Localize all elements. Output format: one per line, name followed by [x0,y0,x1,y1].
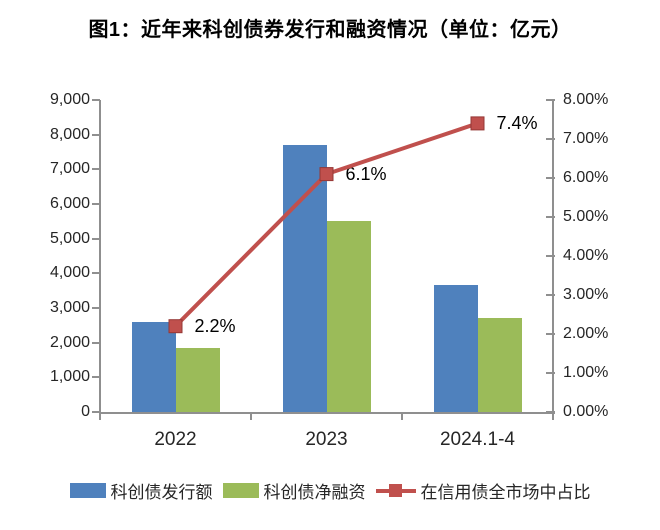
right-axis-tick [546,411,555,413]
right-axis-tick [546,294,555,296]
right-axis-tick-label: 6.00% [563,169,609,186]
right-axis-tick-label: 2.00% [563,325,609,342]
legend-item-credit-market-share: 在信用债全市场中占比 [375,478,591,503]
left-axis-tick-label: 7,000 [49,160,90,178]
legend-label-issuance: 科创债发行额 [110,483,213,502]
bar-issuance-2022 [131,321,176,412]
legend-line-marker-icon [375,484,416,497]
line-marker-2024.1-4 [470,116,485,131]
bar-issuance-2024.1-4 [433,285,478,412]
left-axis-tick-label: 4,000 [49,264,90,282]
right-axis-tick-label: 7.00% [563,130,609,147]
data-label-2022: 2.2% [194,316,236,337]
right-axis-tick-label: 8.00% [563,91,609,108]
left-axis-tick-label: 5,000 [49,229,90,247]
left-axis-tick-label: 0 [81,403,90,420]
x-axis-category-label: 2023 [305,429,348,450]
left-axis-tick [92,99,100,101]
left-axis-tick-label: 6,000 [49,195,90,212]
left-axis-tick [92,341,100,344]
legend-swatch-issuance [69,483,106,498]
left-axis-tick [92,376,100,379]
right-axis-tick [546,255,555,257]
right-axis-tick [546,216,555,218]
left-axis-tick-label: 1,000 [49,368,90,386]
right-axis-tick-label: 0.00% [563,403,609,420]
bar-net-financing-2024.1-4 [477,318,522,412]
data-label-2024.1-4: 7.4% [496,113,538,134]
left-axis-line [99,100,101,414]
bar-net-financing-2022 [175,347,220,412]
left-axis-tick-label: 3,000 [49,299,90,316]
right-axis-tick-label: 4.00% [563,247,609,264]
left-axis-tick [92,307,100,309]
right-axis-tick [546,372,555,374]
data-label-2023: 6.1% [345,164,387,185]
left-axis-tick [92,203,100,205]
right-axis-tick-label: 3.00% [563,286,609,303]
right-axis-tick-label: 1.00% [563,364,609,381]
chart-title: 图1：近年来科创债券发行和融资情况（单位：亿元） [88,19,572,41]
legend-item-issuance: 科创债发行额 [69,478,213,503]
legend-label-credit-market-share: 在信用债全市场中占比 [420,483,591,502]
x-axis-tick [401,412,403,420]
bar-issuance-2023 [282,145,327,412]
right-axis-tick [546,99,555,101]
legend-line-square-marker [388,484,402,497]
right-axis-tick [546,177,555,179]
left-axis-tick [92,411,100,413]
legend-label-net-financing: 科创债净融资 [263,483,366,502]
left-axis-tick [92,237,100,240]
left-axis-tick [92,272,100,275]
bar-net-financing-2023 [326,221,371,412]
legend: 科创债发行额 科创债净融资 在信用债全市场中占比 [0,478,660,503]
right-axis-line [552,100,554,414]
right-axis-tick [546,333,555,335]
x-axis-category-label: 2024.1-4 [439,429,515,450]
legend-swatch-net-financing [222,483,259,498]
left-axis-tick-label: 9,000 [49,91,90,108]
left-axis-tick [92,168,100,171]
x-axis-category-label: 2022 [154,429,197,450]
right-axis-tick [546,138,555,140]
x-axis-tick [250,412,252,420]
legend-item-net-financing: 科创债净融资 [222,478,366,503]
right-axis-tick-label: 5.00% [563,208,609,225]
x-axis-tick [552,412,554,420]
x-axis-line [99,412,555,414]
x-axis-tick [99,412,101,420]
left-axis-tick [92,133,100,136]
left-axis-tick-label: 2,000 [49,333,90,351]
left-axis-tick-label: 8,000 [49,125,90,143]
